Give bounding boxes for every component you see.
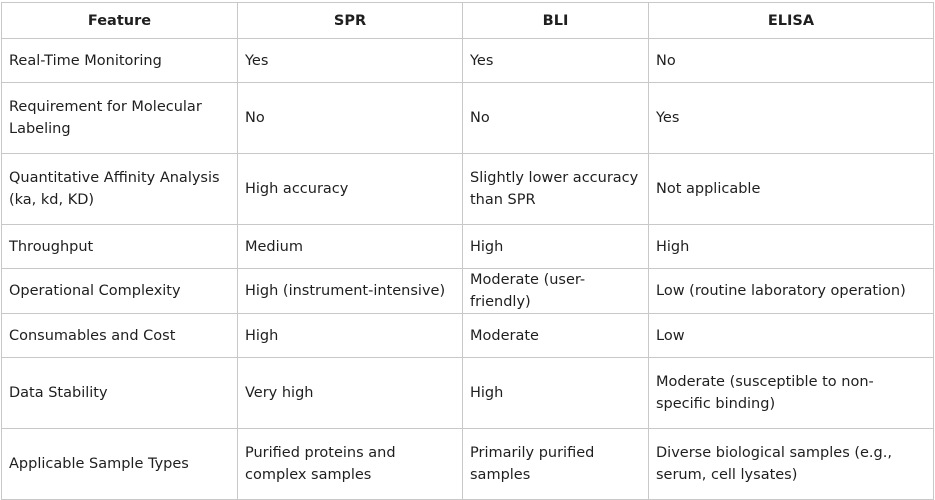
feature-cell: Data Stability (1, 357, 238, 429)
table-row: Consumables and Cost High Moderate Low (1, 313, 934, 358)
elisa-cell: Low (routine laboratory operation) (648, 268, 934, 314)
feature-cell: Applicable Sample Types (1, 428, 238, 500)
table-row: Operational Complexity High (instrument-… (1, 268, 934, 314)
bli-cell: High (462, 357, 649, 429)
feature-cell: Quantitative Affinity Analysis (ka, kd, … (1, 153, 238, 225)
elisa-cell: Not applicable (648, 153, 934, 225)
bli-cell: Slightly lower accuracy than SPR (462, 153, 649, 225)
spr-cell: High (237, 313, 463, 358)
elisa-cell: No (648, 38, 934, 83)
elisa-cell: Low (648, 313, 934, 358)
elisa-cell: Moderate (susceptible to non-specific bi… (648, 357, 934, 429)
spr-cell: Medium (237, 224, 463, 269)
table-row: Quantitative Affinity Analysis (ka, kd, … (1, 153, 934, 225)
feature-cell: Consumables and Cost (1, 313, 238, 358)
elisa-cell: High (648, 224, 934, 269)
spr-cell: High accuracy (237, 153, 463, 225)
header-feature: Feature (1, 2, 238, 39)
table-row: Applicable Sample Types Purified protein… (1, 428, 934, 500)
spr-cell: High (instrument-intensive) (237, 268, 463, 314)
table-row: Requirement for Molecular Labeling No No… (1, 82, 934, 154)
feature-cell: Operational Complexity (1, 268, 238, 314)
feature-cell: Real-Time Monitoring (1, 38, 238, 83)
bli-cell: High (462, 224, 649, 269)
spr-cell: No (237, 82, 463, 154)
elisa-cell: Yes (648, 82, 934, 154)
table-row: Data Stability Very high High Moderate (… (1, 357, 934, 429)
table-row: Throughput Medium High High (1, 224, 934, 269)
elisa-cell: Diverse biological samples (e.g., serum,… (648, 428, 934, 500)
spr-cell: Very high (237, 357, 463, 429)
header-row: Feature SPR BLI ELISA (1, 2, 934, 39)
bli-cell: Moderate (462, 313, 649, 358)
bli-cell: Primarily purified samples (462, 428, 649, 500)
header-elisa: ELISA (648, 2, 934, 39)
bli-cell: Yes (462, 38, 649, 83)
header-bli: BLI (462, 2, 649, 39)
bli-cell: No (462, 82, 649, 154)
bli-cell: Moderate (user-friendly) (462, 268, 649, 314)
feature-cell: Requirement for Molecular Labeling (1, 82, 238, 154)
header-spr: SPR (237, 2, 463, 39)
table-row: Real-Time Monitoring Yes Yes No (1, 38, 934, 83)
spr-cell: Yes (237, 38, 463, 83)
spr-cell: Purified proteins and complex samples (237, 428, 463, 500)
feature-cell: Throughput (1, 224, 238, 269)
